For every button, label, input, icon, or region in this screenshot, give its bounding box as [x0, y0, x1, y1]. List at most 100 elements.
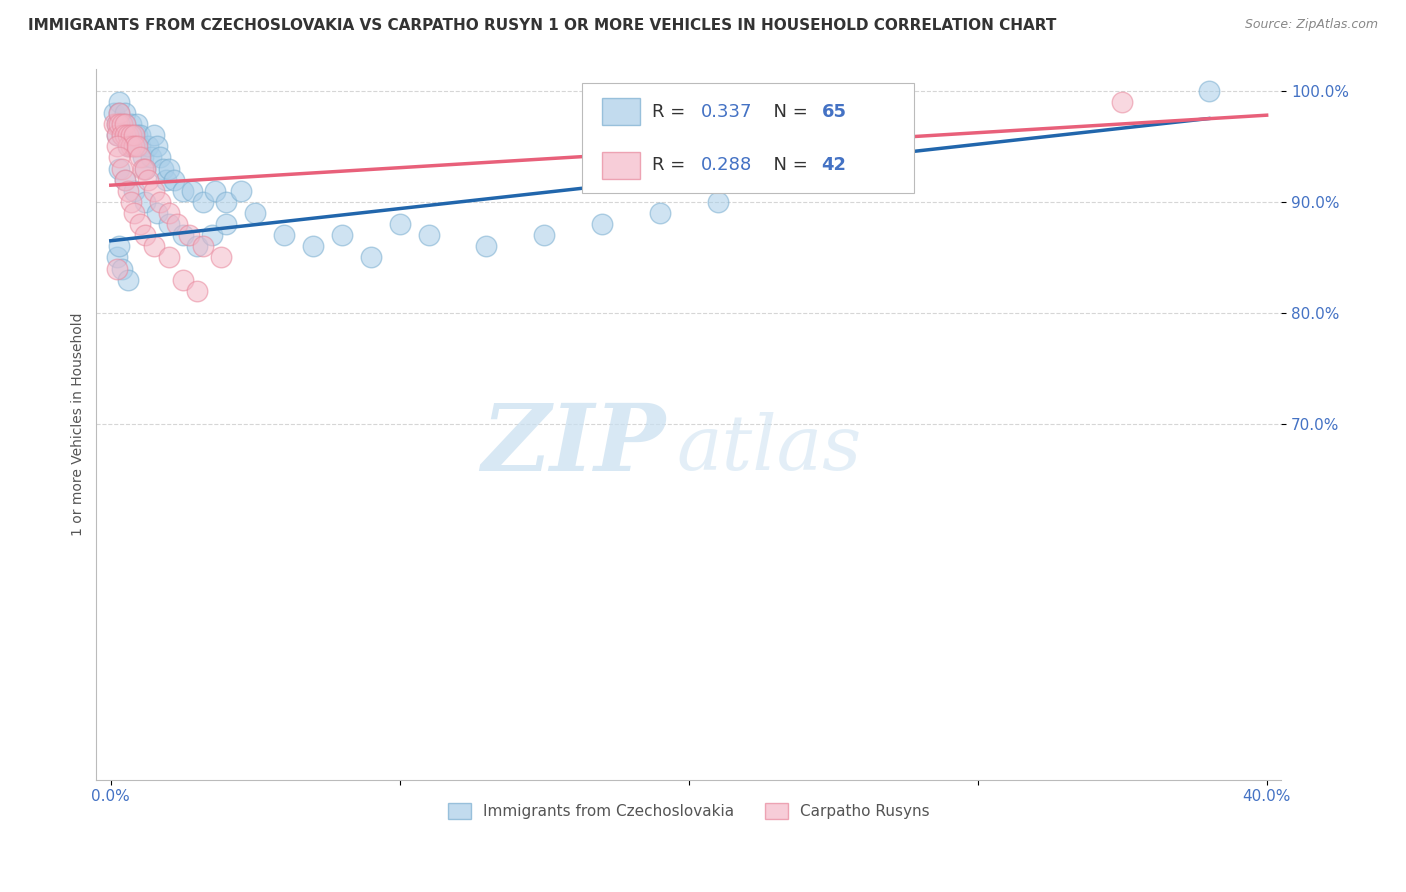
Point: [193, 194, 215, 209]
Point: [117, 184, 139, 198]
Text: atlas: atlas: [676, 412, 862, 486]
Point: [108, 150, 131, 164]
Point: [108, 117, 131, 131]
Point: [122, 139, 145, 153]
Point: [209, 251, 232, 265]
Point: [108, 95, 131, 109]
Point: [229, 184, 252, 198]
Text: IMMIGRANTS FROM CZECHOSLOVAKIA VS CARPATHO RUSYN 1 OR MORE VEHICLES IN HOUSEHOLD: IMMIGRANTS FROM CZECHOSLOVAKIA VS CARPAT…: [28, 18, 1056, 33]
Point: [105, 117, 128, 131]
Point: [117, 128, 139, 143]
Point: [108, 239, 131, 253]
Point: [128, 139, 150, 153]
FancyBboxPatch shape: [582, 83, 914, 193]
Point: [103, 117, 125, 131]
Point: [125, 139, 148, 153]
Point: [793, 172, 815, 186]
Point: [117, 128, 139, 143]
Point: [204, 184, 226, 198]
Point: [120, 194, 142, 209]
Point: [146, 139, 169, 153]
Point: [143, 128, 166, 143]
Point: [103, 106, 125, 120]
Point: [215, 194, 238, 209]
Point: [155, 172, 177, 186]
Point: [114, 172, 136, 186]
Point: [105, 128, 128, 143]
Point: [122, 139, 145, 153]
Legend: Immigrants from Czechoslovakia, Carpatho Rusyns: Immigrants from Czechoslovakia, Carpatho…: [441, 797, 935, 825]
Point: [149, 150, 172, 164]
Point: [108, 117, 131, 131]
Point: [149, 194, 172, 209]
Point: [117, 139, 139, 153]
Point: [134, 228, 156, 243]
Text: 42: 42: [821, 156, 846, 174]
Point: [111, 128, 134, 143]
Point: [108, 161, 131, 176]
Point: [418, 228, 440, 243]
Point: [186, 284, 208, 298]
Text: N =: N =: [762, 103, 814, 121]
Point: [172, 228, 194, 243]
Point: [111, 117, 134, 131]
Point: [152, 161, 174, 176]
Point: [111, 261, 134, 276]
Point: [122, 206, 145, 220]
Point: [163, 172, 186, 186]
Point: [157, 251, 180, 265]
Point: [180, 184, 202, 198]
Text: 0.337: 0.337: [700, 103, 752, 121]
Point: [172, 184, 194, 198]
Point: [302, 239, 325, 253]
Point: [122, 184, 145, 198]
Point: [360, 251, 382, 265]
Point: [273, 228, 295, 243]
Point: [475, 239, 498, 253]
Text: ZIP: ZIP: [481, 401, 665, 491]
Text: N =: N =: [762, 156, 814, 174]
Point: [143, 184, 166, 198]
Point: [128, 128, 150, 143]
Point: [108, 106, 131, 120]
Point: [201, 228, 224, 243]
Point: [131, 150, 153, 164]
Point: [134, 161, 156, 176]
Point: [141, 150, 163, 164]
Point: [105, 261, 128, 276]
Text: Source: ZipAtlas.com: Source: ZipAtlas.com: [1244, 18, 1378, 31]
Point: [131, 161, 153, 176]
Point: [146, 206, 169, 220]
Point: [193, 239, 215, 253]
Point: [105, 128, 128, 143]
Point: [166, 217, 188, 231]
Point: [111, 117, 134, 131]
Point: [114, 128, 136, 143]
Point: [122, 128, 145, 143]
Point: [1111, 95, 1133, 109]
Point: [157, 206, 180, 220]
Point: [105, 251, 128, 265]
Point: [111, 128, 134, 143]
Y-axis label: 1 or more Vehicles in Household: 1 or more Vehicles in Household: [72, 312, 86, 536]
Point: [108, 106, 131, 120]
Point: [330, 228, 353, 243]
Point: [114, 172, 136, 186]
Point: [128, 217, 150, 231]
Text: 65: 65: [821, 103, 846, 121]
Point: [706, 194, 728, 209]
Point: [591, 217, 613, 231]
Point: [533, 228, 555, 243]
Point: [114, 106, 136, 120]
Bar: [602, 98, 640, 126]
Text: R =: R =: [652, 103, 690, 121]
Point: [172, 272, 194, 286]
Point: [245, 206, 267, 220]
Point: [157, 161, 180, 176]
Point: [177, 228, 200, 243]
Point: [114, 117, 136, 131]
Point: [120, 139, 142, 153]
Point: [117, 272, 139, 286]
Point: [114, 117, 136, 131]
Point: [120, 128, 142, 143]
